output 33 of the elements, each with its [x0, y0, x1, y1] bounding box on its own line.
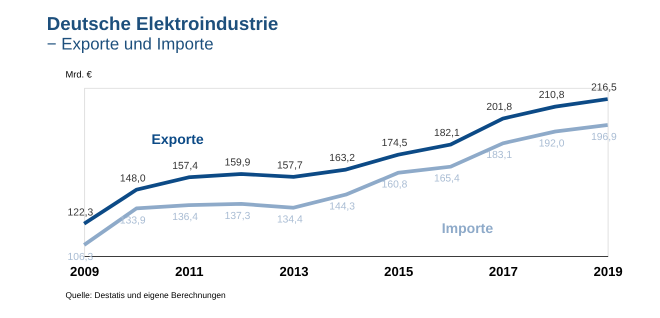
- x-tick-label: 2013: [279, 264, 309, 280]
- data-label: 165,4: [434, 174, 460, 185]
- data-label: 210,8: [538, 90, 565, 102]
- data-label: 192,0: [538, 138, 565, 150]
- data-label: 157,7: [276, 160, 303, 172]
- data-label: 163,2: [329, 153, 356, 164]
- data-label: 201,8: [486, 102, 512, 114]
- text: Importe: [442, 220, 494, 236]
- data-label: 134,4: [276, 214, 303, 226]
- x-tick-label: 2019: [594, 264, 623, 280]
- chart-title: Deutsche Elektroindustrie: [46, 12, 278, 34]
- data-label: 137,3: [224, 210, 251, 222]
- data-label: 160,8: [382, 180, 408, 191]
- data-label: 196,9: [591, 132, 618, 143]
- data-label: 157,4: [172, 160, 198, 172]
- data-label: 159,9: [224, 158, 251, 169]
- text: Exporte: [152, 130, 204, 147]
- chart-subtitle: − Exporte und Importe: [46, 34, 214, 54]
- data-label: 174,5: [382, 138, 408, 150]
- source-note: Quelle: Destatis und eigene Berechnungen: [65, 290, 226, 300]
- x-tick-label: 2009: [70, 264, 100, 280]
- y-axis-title: Mrd. €: [65, 70, 93, 80]
- data-label: 136,4: [172, 212, 198, 224]
- data-label: 148,0: [120, 173, 146, 184]
- data-label: 144,3: [329, 202, 356, 213]
- x-tick-label: 2011: [175, 264, 204, 280]
- data-label: 216,5: [591, 82, 618, 94]
- x-tick-label: 2015: [384, 264, 414, 280]
- data-label: 183,1: [486, 150, 512, 162]
- data-label: 106,3: [68, 252, 94, 263]
- data-label: 122,3: [68, 207, 94, 218]
- data-label: 182,1: [434, 128, 460, 140]
- x-tick-label: 2017: [488, 264, 518, 280]
